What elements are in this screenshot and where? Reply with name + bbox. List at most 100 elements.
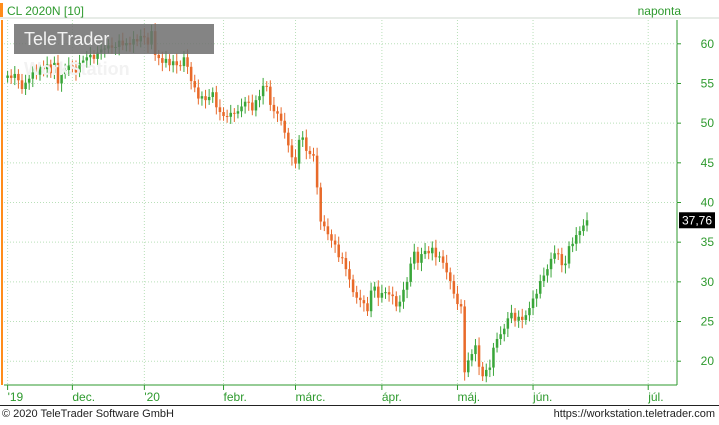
candle (528, 301, 531, 322)
candle-body (391, 294, 394, 297)
candle-body (179, 65, 182, 67)
candle-body (405, 281, 409, 290)
candle (35, 64, 38, 80)
candle-body (420, 254, 423, 263)
candle (200, 91, 204, 106)
candle-body (535, 293, 538, 299)
candle (6, 70, 9, 83)
candle-body (330, 234, 333, 241)
candle (38, 62, 42, 81)
candle-body (495, 338, 499, 348)
candle-body (380, 292, 384, 298)
candle-body (215, 92, 218, 108)
x-tick-label: júl. (647, 390, 663, 404)
candle-body (355, 292, 358, 298)
candle (60, 69, 63, 92)
candle (204, 89, 207, 109)
candle (395, 291, 398, 312)
candle (409, 257, 412, 287)
candle-body (31, 72, 35, 79)
candle-body (13, 73, 17, 78)
candle-body (351, 279, 355, 293)
candle-body (441, 256, 445, 263)
candle (53, 56, 56, 80)
y-tick-label: 30 (701, 275, 715, 289)
candle (366, 296, 369, 316)
candle (445, 254, 448, 280)
candle-body (161, 58, 164, 63)
candle-body (427, 250, 430, 254)
candle-body (452, 281, 456, 294)
candle-body (481, 366, 484, 377)
candle-body (348, 269, 351, 280)
candle-body (582, 225, 585, 232)
candle-body (261, 85, 265, 97)
candle (391, 286, 394, 305)
candle (333, 234, 337, 253)
candle-body (45, 64, 49, 70)
candle-body (67, 65, 71, 70)
last-price-badge (679, 212, 715, 229)
candle (283, 112, 286, 139)
candle-body (333, 240, 337, 245)
candle-body (243, 101, 247, 107)
candle-body (517, 316, 520, 321)
candle-body (272, 104, 276, 112)
candle-body (240, 106, 243, 112)
x-tick-label: máj. (457, 390, 480, 404)
candle (369, 282, 373, 318)
frequency-label[interactable]: naponta (637, 4, 681, 18)
candle-body (312, 154, 315, 156)
candle (297, 135, 301, 170)
candle-body (283, 120, 286, 133)
candle-body (92, 54, 96, 59)
candle (578, 226, 582, 244)
candle-body (71, 65, 74, 67)
candle-body (164, 58, 168, 63)
candle-body (175, 61, 179, 66)
candle (236, 104, 240, 119)
instrument-title: CL 2020N [10] (7, 4, 84, 18)
candle-body (63, 69, 67, 74)
candle (218, 99, 222, 121)
candle-body (258, 96, 261, 101)
candle-body (470, 354, 474, 361)
candle-body (326, 226, 330, 235)
candle-body (502, 328, 506, 335)
candle-body (492, 347, 495, 368)
copyright-text: © 2020 TeleTrader Software GmbH (2, 408, 174, 420)
candle (373, 281, 376, 298)
candle-body (463, 306, 466, 373)
candle-body (251, 102, 254, 111)
candle (312, 147, 315, 162)
candle-body (53, 62, 56, 74)
watermark-text-1: TeleTrader (24, 29, 110, 49)
candle (211, 87, 214, 103)
y-tick-label: 35 (701, 235, 715, 249)
candle-body (344, 258, 348, 270)
candle-body (254, 100, 258, 111)
candle (31, 66, 35, 88)
candle (71, 60, 74, 74)
candle-body (27, 78, 31, 83)
candle (276, 106, 279, 122)
candle (564, 255, 567, 274)
candle-body (229, 112, 232, 117)
candle (45, 56, 49, 78)
candle-body (42, 66, 45, 70)
candle-body (236, 111, 240, 114)
candle-body (477, 345, 481, 367)
candle (344, 251, 348, 277)
candle-body (186, 57, 189, 67)
candle (182, 50, 186, 72)
website-link[interactable]: https://workstation.teletrader.com (553, 408, 715, 420)
candle-body (456, 293, 459, 305)
candle-body (574, 235, 578, 244)
candle-body (96, 52, 99, 59)
candle-body (531, 298, 535, 309)
candle (81, 55, 85, 69)
candle (189, 62, 193, 90)
candle-body (287, 132, 290, 146)
candle (571, 237, 574, 253)
